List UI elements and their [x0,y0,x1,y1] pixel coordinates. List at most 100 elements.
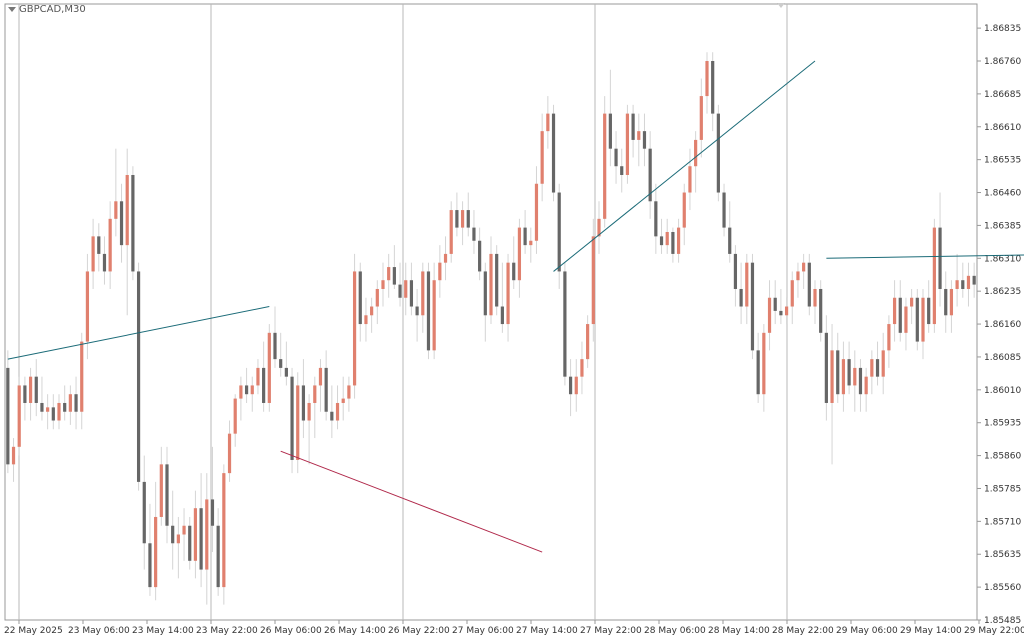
candle-body [415,306,419,316]
y-tick-label: 1.86310 [984,254,1021,264]
candle-body [944,288,948,316]
x-tick-label: 29 May 22:00 [964,626,1024,636]
candle-body [182,525,186,535]
candle-body [63,402,67,412]
y-tick-label: 1.86610 [984,123,1021,133]
plot-frame [4,3,978,621]
candle-body [68,394,72,412]
candle-body [642,131,647,149]
candle-body [17,385,21,447]
candle-body [847,359,851,386]
candle-body [40,402,44,412]
candle-body [762,332,766,395]
candle-body [216,525,220,588]
candle-body [563,271,567,377]
candle-body [449,210,453,254]
candle-body [779,310,783,316]
candle-body [932,227,936,325]
candle-body [125,174,129,246]
candle-body [904,306,908,333]
candle-body [466,210,470,228]
candle-body [222,473,226,588]
candle-body [756,350,760,395]
candle-body [421,271,425,316]
candle-body [659,236,664,246]
candle-body [557,192,561,272]
y-tick-label: 1.85785 [984,484,1021,494]
candle-body [676,227,681,254]
candle-body [699,96,703,140]
y-tick-label: 1.85485 [984,616,1021,626]
candle-body [478,240,482,272]
x-tick-label: 27 May 14:00 [516,626,578,636]
candle-body [875,359,880,377]
y-tick-label: 1.86160 [984,320,1021,330]
candle-body [239,385,243,399]
candle-body [307,402,311,421]
candle-body [512,262,516,281]
candle-body [694,139,698,167]
candle-body [574,376,578,395]
x-tick-label: 28 May 06:00 [644,626,706,636]
candle-body [671,231,675,254]
candle-body [23,385,27,403]
candle-body [682,192,686,228]
candle-body [244,385,249,395]
candle-body [705,60,709,97]
candle-body [813,288,817,307]
candle-body [568,376,573,395]
y-tick-label: 1.86685 [984,90,1021,100]
candle-body [165,464,169,526]
candle-body [159,464,163,517]
candle-body [136,271,141,482]
trendline [7,306,270,360]
candle-body [739,288,743,307]
candle-body [529,240,533,246]
candle-body [966,275,971,289]
y-tick-label: 1.85710 [984,517,1021,527]
candle-body [330,411,334,421]
candle-body [279,359,283,368]
candle-body [819,288,823,333]
y-tick-label: 1.86235 [984,287,1021,297]
x-tick-label: 28 May 14:00 [708,626,770,636]
candle-body [773,297,777,311]
scroll-marker-icon [777,3,785,8]
candle-body [830,350,834,403]
candle-body [426,271,431,351]
candle-body [858,367,863,395]
dropdown-arrow-icon[interactable] [8,6,16,12]
candle-body [500,306,504,325]
candle-body [603,113,607,219]
candle-body [51,407,55,421]
candle-body [273,332,277,360]
candle-body [767,297,772,333]
candle-body [711,60,715,114]
candle-body [688,166,692,193]
candle-body [108,218,112,272]
trendline [280,450,543,553]
candle-body [387,267,391,281]
x-tick-label: 23 May 22:00 [196,626,258,636]
candle-body [46,407,50,412]
y-tick-label: 1.85560 [984,583,1021,593]
candle-body [91,236,95,272]
symbol-title[interactable]: GBPCAD,M30 [8,4,86,15]
candle-body [745,262,749,307]
candle-body [472,227,476,241]
candle-body [404,280,408,298]
candle-body [881,350,885,377]
y-tick-label: 1.86010 [984,386,1021,396]
candle-body [119,201,124,246]
candle-body [193,508,198,561]
candle-body [961,280,965,289]
candle-body [586,324,590,360]
candle-body [898,297,902,333]
candle-body [313,385,317,403]
candle-body [364,315,368,325]
candle-body [301,385,306,421]
candle-body [614,148,618,167]
candle-body [375,288,379,307]
